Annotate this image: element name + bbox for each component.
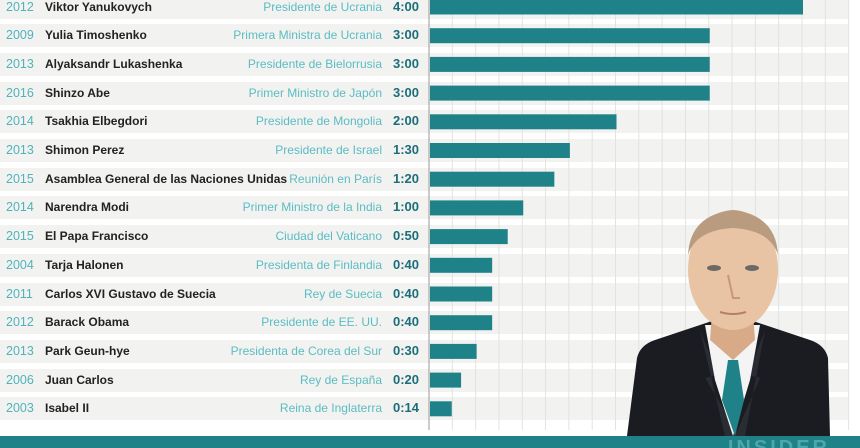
row-year: 2016 [6,85,34,100]
table-row: 2014 Narendra Modi Primer Ministro de la I… [0,196,848,220]
table-row: 2015 Asamblea General de las Naciones Uni… [0,167,848,191]
row-year: 2015 [6,229,34,244]
table-row: 2014 Tsakhia Elbegdori Presidente de Mongo… [0,110,848,134]
row-name: Yulia Timoshenko [45,28,147,43]
row-name: Alyaksandr Lukashenka [45,56,183,71]
row-role: Primera Ministra de Ucrania [233,28,382,43]
row-time-label: 0:40 [393,285,420,301]
bar [430,286,493,302]
row-time-label: 1:00 [393,199,420,215]
table-row: 2013 Shimon Perez Presidente de Israel 1:30 [0,139,848,162]
bar [430,171,555,187]
row-name: Barack Obama [45,315,130,330]
row-year: 2003 [6,401,34,416]
row-time-label: 0:40 [393,314,420,330]
row-year: 2012 [6,315,34,330]
table-row: 2015 El Papa Francisco Ciudad del Vaticano… [0,225,848,249]
row-name: Tarja Halonen [45,257,124,272]
row-name: Carlos XVI Gustavo de Suecia [45,286,216,301]
bar [430,0,803,15]
row-time-label: 0:20 [393,371,420,387]
bar [430,114,617,130]
row-time-label: 0:30 [393,342,420,358]
row-time-label: 0:40 [393,256,420,272]
row-time-label: 0:14 [393,400,420,416]
row-year: 2012 [6,0,34,14]
bar [430,229,508,245]
row-name: Shimon Perez [45,143,125,157]
bar [430,143,570,158]
table-row: 2011 Carlos XVI Gustavo de Suecia Rey de S… [0,282,848,306]
row-role: Rey de España [299,372,382,387]
row-name: Tsakhia Elbegdori [45,114,148,129]
row-year: 2014 [6,200,34,215]
row-name: Viktor Yanukovych [45,0,152,14]
bar [430,28,710,44]
row-time-label: 2:00 [393,113,420,129]
row-role: Presidente de Mongolia [255,114,382,129]
row-role: Presidente de Ucrania [263,0,382,14]
row-name: Narendra Modi [45,200,130,215]
row-name: Juan Carlos [45,372,114,387]
row-time-label: 3:00 [393,27,420,43]
row-time-label: 1:30 [393,142,420,157]
row-year: 2013 [6,343,34,358]
bar [430,401,452,417]
bar [430,343,477,359]
row-year: 2004 [6,257,34,272]
row-role: Primer Ministro de la India [242,200,382,215]
bar [430,372,462,388]
row-role: Primer Ministro de Japón [248,85,382,100]
row-year: 2006 [6,372,34,387]
bar-chart [428,0,850,430]
row-role: Presidente de Bielorrusia [247,56,382,71]
row-year: 2013 [6,56,34,71]
row-year: 2014 [6,114,34,129]
row-name: El Papa Francisco [45,229,149,244]
row-time-label: 3:00 [393,84,420,100]
row-year: 2013 [6,143,34,157]
row-role: Presidenta de Finlandia [255,257,382,272]
row-role: Ciudad del Vaticano [275,229,382,244]
row-role: Rey de Suecia [303,286,382,301]
bar [430,315,493,331]
row-time-label: 3:00 [393,55,420,71]
row-time-label: 0:50 [393,228,420,244]
bar [430,257,493,273]
row-time-label: 1:20 [393,170,420,186]
footer-bar: INSIDER [0,436,860,448]
row-name: Isabel II [45,401,90,416]
row-role: Reunión en París [289,171,382,186]
row-year: 2009 [6,28,34,43]
row-name: Park Geun-hye [45,343,130,358]
row-year: 2015 [6,171,34,186]
bar [430,56,710,72]
bar [430,200,524,216]
row-name: Shinzo Abe [45,85,110,100]
row-role: Presidente de EE. UU. [261,315,382,330]
row-role: Presidenta de Corea del Sur [230,343,382,358]
table-row: 2004 Tarja Halonen Presidenta de Finlandia… [0,253,848,277]
row-time-label: 4:00 [393,0,420,14]
bar [430,85,710,101]
row-role: Presidente de Israel [275,143,382,157]
row-year: 2011 [6,286,33,301]
row-name: Asamblea General de las Naciones Unidas [45,171,288,186]
insider-logo: INSIDER [727,437,830,448]
row-role: Reina de Inglaterra [279,401,382,416]
